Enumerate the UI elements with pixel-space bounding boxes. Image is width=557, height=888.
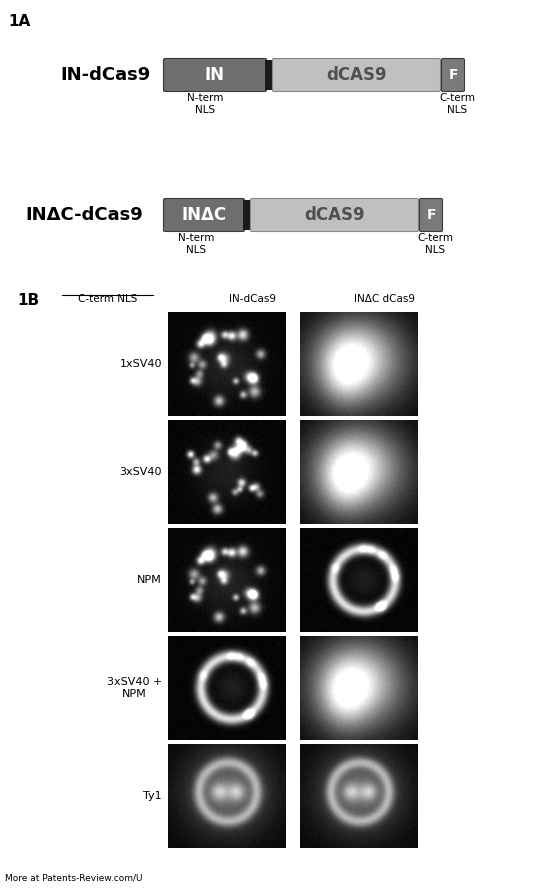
Text: INΔC: INΔC [182, 206, 227, 224]
Text: 1A: 1A [8, 14, 30, 29]
Text: C-term NLS: C-term NLS [79, 294, 138, 304]
Text: N-term
NLS: N-term NLS [187, 93, 223, 115]
FancyBboxPatch shape [164, 59, 266, 91]
FancyBboxPatch shape [251, 199, 418, 232]
Text: INΔC dCas9: INΔC dCas9 [354, 294, 416, 304]
FancyBboxPatch shape [442, 59, 465, 91]
Text: C-term
NLS: C-term NLS [417, 233, 453, 255]
Text: INΔC-dCas9: INΔC-dCas9 [25, 206, 143, 224]
Text: C-term
NLS: C-term NLS [439, 93, 475, 115]
Text: IN-dCas9: IN-dCas9 [228, 294, 276, 304]
Text: 1B: 1B [17, 293, 39, 308]
Text: F: F [448, 68, 458, 82]
Text: dCAS9: dCAS9 [326, 66, 387, 84]
Text: N-term
NLS: N-term NLS [178, 233, 214, 255]
Text: dCAS9: dCAS9 [304, 206, 365, 224]
Text: IN-dCas9: IN-dCas9 [60, 66, 150, 84]
Bar [243, 200, 252, 230]
FancyBboxPatch shape [164, 199, 245, 232]
FancyBboxPatch shape [272, 59, 441, 91]
Text: 3xSV40: 3xSV40 [120, 467, 162, 477]
FancyBboxPatch shape [419, 199, 442, 232]
Text: 3xSV40 +
NPM: 3xSV40 + NPM [106, 678, 162, 699]
Text: More at Patents-Review.com/U: More at Patents-Review.com/U [5, 873, 143, 882]
Text: 1xSV40: 1xSV40 [120, 359, 162, 369]
Text: Ty1: Ty1 [143, 791, 162, 801]
Bar [265, 60, 274, 90]
Text: F: F [426, 208, 436, 222]
Text: NPM: NPM [137, 575, 162, 585]
Text: IN: IN [205, 66, 225, 84]
